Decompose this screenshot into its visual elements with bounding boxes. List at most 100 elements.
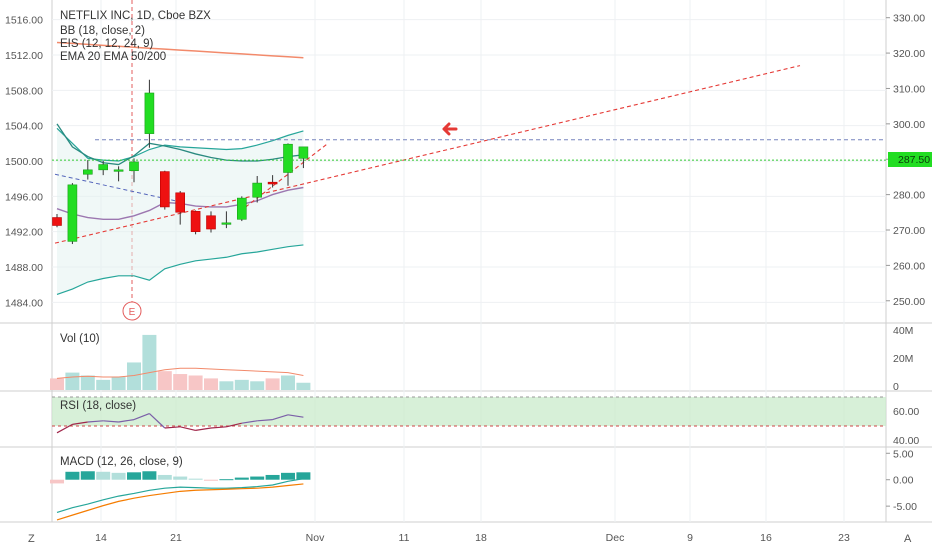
left-price-tick: 1488.00 bbox=[5, 262, 43, 274]
volume-bar bbox=[234, 379, 249, 390]
macd-tick: -5.00 bbox=[893, 501, 917, 513]
macd-hist-bar bbox=[219, 479, 234, 481]
volume-bar bbox=[250, 381, 265, 390]
auto-scale-button[interactable]: A bbox=[904, 533, 912, 545]
volume-bar bbox=[204, 378, 218, 390]
volume-bar bbox=[65, 372, 80, 390]
macd-hist-bar bbox=[96, 471, 111, 480]
last-price-tag-text: 287.50 bbox=[898, 154, 930, 166]
macd-hist-bar bbox=[111, 472, 126, 480]
candle-body[interactable] bbox=[113, 169, 124, 172]
volume-bar bbox=[111, 376, 126, 390]
candle-body[interactable] bbox=[237, 197, 247, 220]
rsi-line-segment bbox=[133, 413, 150, 421]
macd-tick: 0.00 bbox=[893, 475, 914, 487]
zoom-corner-button[interactable]: Z bbox=[28, 533, 35, 545]
left-price-tick: 1512.00 bbox=[5, 50, 43, 62]
candle-body[interactable] bbox=[206, 215, 216, 230]
macd-signal-line bbox=[56, 483, 304, 521]
rsi-band bbox=[52, 397, 886, 426]
time-tick: 18 bbox=[475, 532, 487, 544]
right-price-tick: 260.00 bbox=[893, 260, 925, 272]
rsi-line-segment bbox=[226, 422, 242, 428]
rsi-line-segment bbox=[103, 420, 119, 423]
right-price-tick: 330.00 bbox=[893, 13, 925, 25]
volume-bar bbox=[50, 378, 64, 390]
left-price-tick: 1492.00 bbox=[5, 227, 43, 239]
rsi-line-segment bbox=[241, 420, 258, 424]
macd-tick: 5.00 bbox=[893, 448, 914, 460]
horizontal-levels[interactable] bbox=[52, 139, 886, 161]
macd-hist-bar bbox=[281, 472, 295, 480]
volume-bar bbox=[80, 375, 95, 390]
candle-body[interactable] bbox=[175, 192, 185, 213]
rsi-line-segment bbox=[87, 420, 104, 423]
volume-bar bbox=[188, 375, 203, 390]
left-price-tick: 1516.00 bbox=[5, 15, 43, 27]
chart-title: NETFLIX INC, 1D, Cboe BZX bbox=[60, 10, 211, 22]
rsi-line-segment bbox=[180, 426, 196, 431]
vol-legend[interactable]: Vol (10) bbox=[60, 333, 100, 345]
macd-legend[interactable]: MACD (12, 26, close, 9) bbox=[60, 456, 183, 468]
ema-long-line bbox=[56, 41, 304, 59]
rsi-tick: 40.00 bbox=[893, 435, 919, 447]
candle-body[interactable] bbox=[221, 222, 232, 225]
macd-hist-bar bbox=[80, 471, 95, 480]
rsi-line-segment bbox=[148, 413, 166, 429]
time-tick: 14 bbox=[95, 532, 107, 544]
candle-body[interactable] bbox=[267, 181, 278, 185]
candle-body[interactable] bbox=[298, 146, 309, 159]
macd-hist-bar bbox=[296, 472, 311, 480]
candle-body[interactable] bbox=[129, 161, 139, 172]
macd-hist-bar bbox=[127, 472, 141, 480]
volume-pane bbox=[50, 334, 311, 390]
candle-body[interactable] bbox=[190, 211, 201, 232]
candle-body[interactable] bbox=[52, 217, 62, 226]
macd-hist-bar bbox=[188, 478, 203, 480]
volume-bar bbox=[157, 371, 172, 390]
bb-legend[interactable]: BB (18, close, 2) bbox=[60, 25, 145, 37]
volume-bar bbox=[281, 375, 295, 390]
volume-bar bbox=[173, 374, 188, 390]
time-tick: 21 bbox=[170, 532, 182, 544]
macd-hist-bar bbox=[265, 474, 280, 480]
earnings-marker-label: E bbox=[129, 307, 136, 318]
right-price-tick: 310.00 bbox=[893, 83, 925, 95]
volume-tick: 0 bbox=[893, 381, 899, 393]
macd-hist-bar bbox=[234, 477, 249, 480]
candle-body[interactable] bbox=[98, 164, 108, 171]
macd-hist-bar bbox=[142, 471, 157, 480]
candle-body[interactable] bbox=[67, 184, 78, 242]
macd-hist-bar bbox=[157, 474, 172, 480]
rsi-line-segment bbox=[287, 414, 304, 418]
eis-legend[interactable]: EIS (12, 12, 24, 9) bbox=[60, 38, 154, 50]
bb-lower-line bbox=[56, 244, 304, 295]
candlestick-series[interactable] bbox=[52, 79, 309, 245]
time-tick: 23 bbox=[838, 532, 850, 544]
candle-body[interactable] bbox=[144, 92, 155, 134]
bb-upper-line bbox=[56, 127, 304, 162]
volume-bar bbox=[142, 334, 157, 390]
rsi-legend[interactable]: RSI (18, close) bbox=[60, 400, 136, 412]
right-price-tick: 320.00 bbox=[893, 48, 925, 60]
ema-legend[interactable]: EMA 20 EMA 50/200 bbox=[60, 51, 166, 63]
rsi-line-segment bbox=[272, 414, 289, 421]
earnings-marker[interactable] bbox=[122, 301, 142, 321]
volume-tick: 20M bbox=[893, 353, 913, 365]
candle-body[interactable] bbox=[160, 171, 170, 208]
arrow-annotation-icon[interactable] bbox=[442, 122, 458, 136]
rsi-tick: 60.00 bbox=[893, 406, 919, 418]
macd-hist-bar bbox=[50, 479, 64, 484]
macd-line bbox=[56, 478, 304, 514]
candle-body[interactable] bbox=[252, 182, 262, 198]
right-price-tick: 250.00 bbox=[893, 296, 925, 308]
time-tick: 11 bbox=[399, 532, 410, 544]
time-tick: 16 bbox=[760, 532, 772, 544]
left-price-tick: 1496.00 bbox=[5, 191, 43, 203]
red-trendline-short bbox=[239, 142, 329, 212]
rsi-line-segment bbox=[56, 423, 73, 434]
left-price-tick: 1508.00 bbox=[5, 85, 43, 97]
candle-body[interactable] bbox=[83, 169, 93, 175]
candle-body[interactable] bbox=[283, 143, 293, 173]
